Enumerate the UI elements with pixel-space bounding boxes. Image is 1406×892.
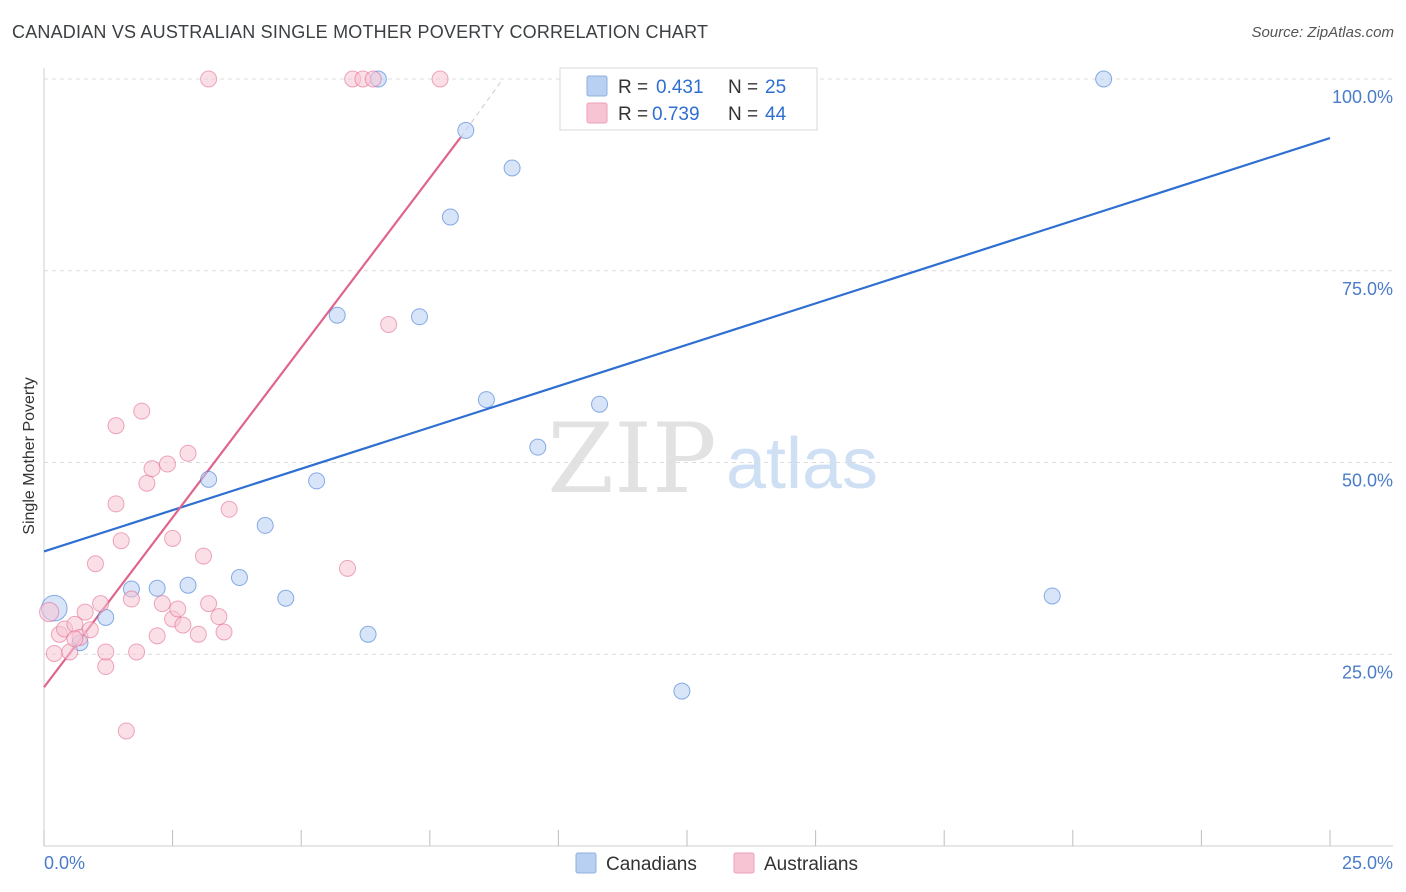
point-canadians-18 [529,438,547,456]
series-legend: Canadians Australians [575,852,858,875]
point-australians-16 [122,590,140,608]
point-australians-8 [81,621,99,639]
point-australians-10 [92,595,110,613]
y-tick-label-75: 75.0% [1342,279,1393,299]
legend-n-label-australians: N = [728,104,758,125]
trend-line-australians [43,136,462,688]
point-australians-15 [112,532,130,550]
point-australians-21 [148,627,166,645]
point-australians-34 [220,500,238,518]
point-australians-41 [380,315,398,333]
legend-swatch-canadians [586,75,608,97]
axes [43,68,1393,847]
point-australians-20 [143,460,161,478]
point-australians-11 [97,658,115,676]
point-australians-31 [200,595,218,613]
point-australians-43 [66,630,84,648]
bottom-legend-swatch-canadians [575,852,597,874]
grid-lines [44,78,1393,655]
watermark-zip: ZIP [547,403,716,515]
x-tick-label-min: 0.0% [44,853,85,873]
legend-r-value-australians: 0.739 [652,104,700,125]
point-canadians-22 [1043,587,1061,605]
point-canadians-10 [328,306,346,324]
point-australians-42 [117,722,135,740]
legend-n-value-australians: 44 [765,104,787,125]
point-australians-24 [164,529,182,547]
data-points [39,70,1113,740]
point-australians-39 [431,70,449,88]
point-australians-9 [86,555,104,573]
point-canadians-13 [411,308,429,326]
legend-r-label-australians: R = [618,104,648,125]
point-canadians-15 [457,121,475,139]
watermark-atlas: atlas [726,424,878,504]
point-canadians-3 [148,579,166,597]
y-tick-label-25: 25.0% [1342,662,1393,682]
bottom-legend-swatch-australians [733,852,755,874]
y-tick-label-50: 50.0% [1342,471,1393,491]
point-australians-29 [189,625,207,643]
point-australians-14 [107,417,125,435]
point-australians-23 [158,455,176,473]
point-canadians-8 [277,589,295,607]
stats-legend: R = 0.431 N = 25 R = 0.739 N = 44 [559,67,818,131]
point-canadians-9 [308,472,326,490]
point-australians-19 [138,474,156,492]
point-canadians-21 [673,682,691,700]
point-australians-33 [215,623,233,641]
point-australians-38 [364,70,382,88]
legend-swatch-australians [586,102,608,124]
chart-title: CANADIAN VS AUSTRALIAN SINGLE MOTHER POV… [12,22,709,42]
point-australians-40 [338,559,356,577]
legend-n-value-canadians: 25 [765,77,786,98]
point-canadians-5 [200,470,218,488]
point-australians-35 [200,70,218,88]
point-australians-30 [194,547,212,565]
source-label: Source: ZipAtlas.com [1251,24,1394,41]
bottom-legend-label-canadians: Canadians [606,854,697,875]
point-australians-7 [76,603,94,621]
legend-r-value-canadians: 0.431 [656,77,704,98]
y-axis-label: Single Mother Poverty [21,377,38,534]
point-canadians-7 [256,516,274,534]
point-australians-28 [179,444,197,462]
point-canadians-20 [591,395,609,413]
legend-n-label-canadians: N = [728,77,758,98]
point-australians-17 [128,643,146,661]
point-australians-13 [107,495,125,513]
point-canadians-6 [230,569,248,587]
point-canadians-14 [441,208,459,226]
point-australians-32 [210,608,228,626]
point-canadians-11 [359,625,377,643]
trend-line-canadians [43,137,1331,553]
point-canadians-17 [503,159,521,177]
point-australians-18 [133,402,151,420]
point-canadians-16 [477,391,495,409]
point-australians-0 [39,601,60,623]
bottom-legend-label-australians: Australians [764,854,858,875]
legend-r-label-canadians: R = [618,77,648,98]
point-australians-12 [97,643,115,661]
x-tick-label-max: 25.0% [1342,853,1393,873]
point-australians-27 [174,616,192,634]
trend-lines [43,80,1331,688]
y-tick-labels: 25.0% 50.0% 75.0% 100.0% [1332,87,1393,682]
point-canadians-4 [179,576,197,594]
point-australians-26 [169,600,187,618]
y-tick-label-100: 100.0% [1332,87,1393,107]
point-australians-22 [153,595,171,613]
point-canadians-23 [1095,70,1113,88]
point-australians-1 [45,644,63,662]
